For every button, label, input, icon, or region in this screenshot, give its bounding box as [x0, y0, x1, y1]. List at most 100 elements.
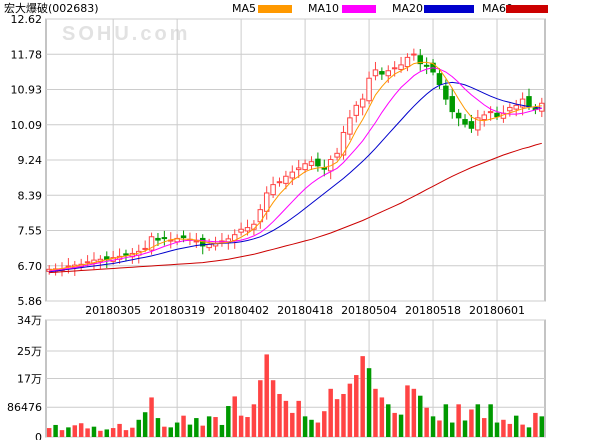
date-tick-label: 20180601	[469, 304, 525, 317]
volume-bar	[322, 411, 327, 437]
date-tick-label: 20180402	[213, 304, 269, 317]
volume-bar	[501, 419, 506, 437]
volume-bar	[513, 415, 519, 437]
volume-bar	[449, 422, 455, 437]
candle-body	[327, 159, 334, 172]
ma10-line	[49, 67, 542, 272]
candle-body	[475, 117, 481, 131]
legend-ma5-swatch	[258, 5, 292, 13]
date-tick-label: 20180504	[341, 304, 397, 317]
legend-ma10-swatch	[342, 5, 376, 13]
volume-bar	[219, 424, 225, 437]
date-tick-label: 20180319	[149, 304, 205, 317]
candle-body	[238, 228, 244, 233]
candle-body	[411, 53, 417, 56]
candle-body	[513, 104, 519, 110]
candle-body	[142, 247, 148, 250]
volume-bar	[418, 395, 423, 437]
candle-body	[283, 175, 289, 184]
candle-body	[334, 152, 340, 158]
price-tick-label: 10.93	[11, 84, 43, 97]
volume-tick-label: 0	[35, 431, 42, 440]
volume-bar	[290, 412, 295, 437]
stock-title: 宏大爆破(002683)	[4, 2, 99, 16]
candle-body	[481, 114, 487, 121]
candle-body	[526, 96, 532, 108]
volume-bar	[379, 397, 385, 437]
stock-code: (002683)	[48, 2, 99, 15]
volume-bar	[123, 430, 129, 437]
volume-bar	[296, 400, 301, 437]
volume-bar	[366, 368, 372, 437]
volume-bar	[309, 419, 314, 437]
volume-bar	[85, 428, 90, 437]
candle-body	[359, 98, 366, 108]
volume-bar	[462, 420, 468, 437]
candle-body	[487, 111, 494, 114]
volume-bar	[315, 422, 321, 437]
legend-ma20-swatch	[424, 5, 474, 13]
volume-bar	[194, 418, 199, 437]
candle-body	[308, 161, 315, 166]
volume-bar	[53, 424, 58, 437]
volume-bar	[507, 423, 513, 437]
volume-bar	[494, 422, 500, 437]
volume-bar	[270, 380, 276, 437]
volume-bar	[251, 404, 257, 437]
legend-ma20-label: MA20	[392, 2, 424, 15]
candle-body	[494, 112, 500, 118]
legend-ma60-swatch	[506, 5, 548, 13]
volume-bar	[174, 422, 180, 437]
legend-ma5-label: MA5	[232, 2, 257, 15]
volume-bar	[405, 385, 410, 437]
price-tick-label: 9.24	[18, 154, 43, 167]
volume-bar	[110, 428, 116, 437]
volume-bar	[187, 424, 193, 437]
volume-bar	[200, 425, 205, 437]
date-tick-label: 20180518	[405, 304, 461, 317]
volume-bar	[104, 429, 110, 437]
candle-body	[270, 184, 276, 196]
volume-bar	[232, 396, 237, 437]
candle-body	[417, 55, 423, 65]
volume-bar	[469, 409, 474, 437]
volume-bar	[373, 388, 378, 437]
candle-body	[423, 64, 430, 67]
volume-bar	[130, 427, 135, 437]
volume-bar	[46, 428, 52, 437]
volume-bar	[98, 430, 103, 437]
date-tick-label: 20180305	[85, 304, 141, 317]
price-tick-label: 5.86	[18, 295, 43, 308]
candle-body	[366, 77, 372, 102]
candle-body	[315, 158, 321, 167]
price-tick-label: 8.39	[18, 189, 43, 202]
volume-bar	[162, 426, 167, 437]
candle-body	[123, 253, 129, 256]
candle-body	[244, 227, 251, 232]
volume-bar	[520, 424, 525, 437]
volume-tick-label: 17万	[17, 373, 42, 386]
price-tick-label: 11.78	[11, 48, 43, 61]
volume-bar	[334, 399, 340, 437]
volume-bar	[475, 404, 481, 437]
volume-bar	[277, 393, 282, 437]
candle-body	[385, 70, 392, 77]
volume-bar	[437, 420, 442, 437]
ma5-line	[49, 61, 542, 271]
volume-bar	[91, 426, 97, 437]
volume-bar	[136, 419, 142, 437]
volume-bar	[283, 400, 289, 437]
candle-body	[468, 121, 475, 129]
volume-bar	[341, 393, 346, 437]
volume-bar	[302, 416, 308, 437]
volume-bar	[328, 388, 333, 437]
candle-body	[193, 240, 200, 243]
date-tick-label: 20180418	[277, 304, 333, 317]
candle-body	[507, 106, 513, 112]
watermark: SOHU.com	[62, 23, 190, 45]
volume-bar	[539, 416, 545, 437]
candle-body	[372, 69, 379, 77]
candle-body	[161, 237, 168, 240]
price-tick-label: 7.55	[18, 225, 43, 238]
volume-bar	[354, 375, 359, 437]
